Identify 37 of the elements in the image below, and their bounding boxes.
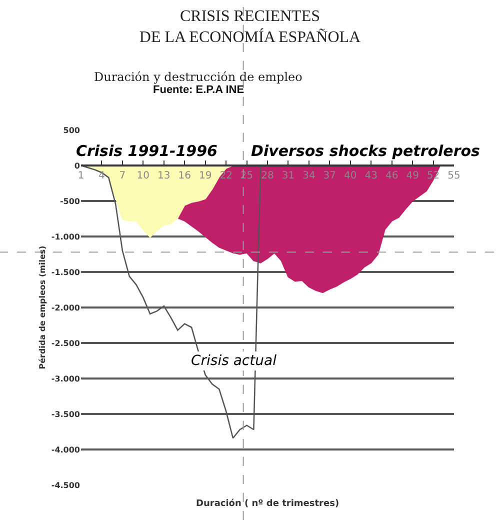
x-tick-label: 28 [261,170,274,182]
x-tick-label: 19 [198,170,212,182]
y-tick-label: -3.000 [51,374,80,384]
source-note: Fuente: E.P.A INE [153,84,244,96]
y-tick-label: -4.500 [51,480,80,490]
series-label: Crisis actual [191,353,277,369]
x-tick-label: 4 [98,170,105,182]
x-tick-label: 25 [240,170,254,182]
y-tick-label: -500 [60,196,80,206]
y-tick-label: -4.000 [51,445,80,454]
x-tick-label: 34 [302,170,316,182]
y-tick-label: -1.500 [51,268,80,277]
x-tick-label: 10 [136,170,150,182]
y-tick-label: -2.500 [51,338,80,348]
chart-subtitle: Duración y destrucción de empleo [94,70,302,84]
x-axis-title: Duración ( nº de trimestres) [196,498,340,509]
x-tick-label: 22 [220,170,232,182]
x-tick-label: 7 [119,170,126,182]
y-tick-label: -1.000 [51,232,80,242]
x-tick-label: 46 [385,170,398,182]
x-tick-label: 49 [406,170,419,182]
series-label: Diversos shocks petroleros [251,142,480,160]
y-tick-label: 0 [74,161,80,170]
x-tick-label: 55 [448,170,460,182]
y-axis-title: Pérdida de empleos (miles) [38,246,48,370]
x-tick-label: 16 [178,170,191,182]
x-tick-label: 40 [344,170,357,182]
x-tick-label: 13 [158,170,170,182]
y-tick-label: 500 [63,126,80,135]
y-tick-label: -3.500 [51,410,80,419]
x-tick-label: 43 [364,170,378,182]
chart-title: CRISIS RECIENTES DE LA ECONOMÍA ESPAÑOLA [139,8,362,46]
x-tick-label: 1 [78,170,84,182]
x-tick-label: 37 [323,170,336,182]
series-label: Crisis 1991-1996 [76,142,218,160]
y-tick-label: -2.000 [51,303,80,312]
x-tick-label: 31 [282,170,295,182]
